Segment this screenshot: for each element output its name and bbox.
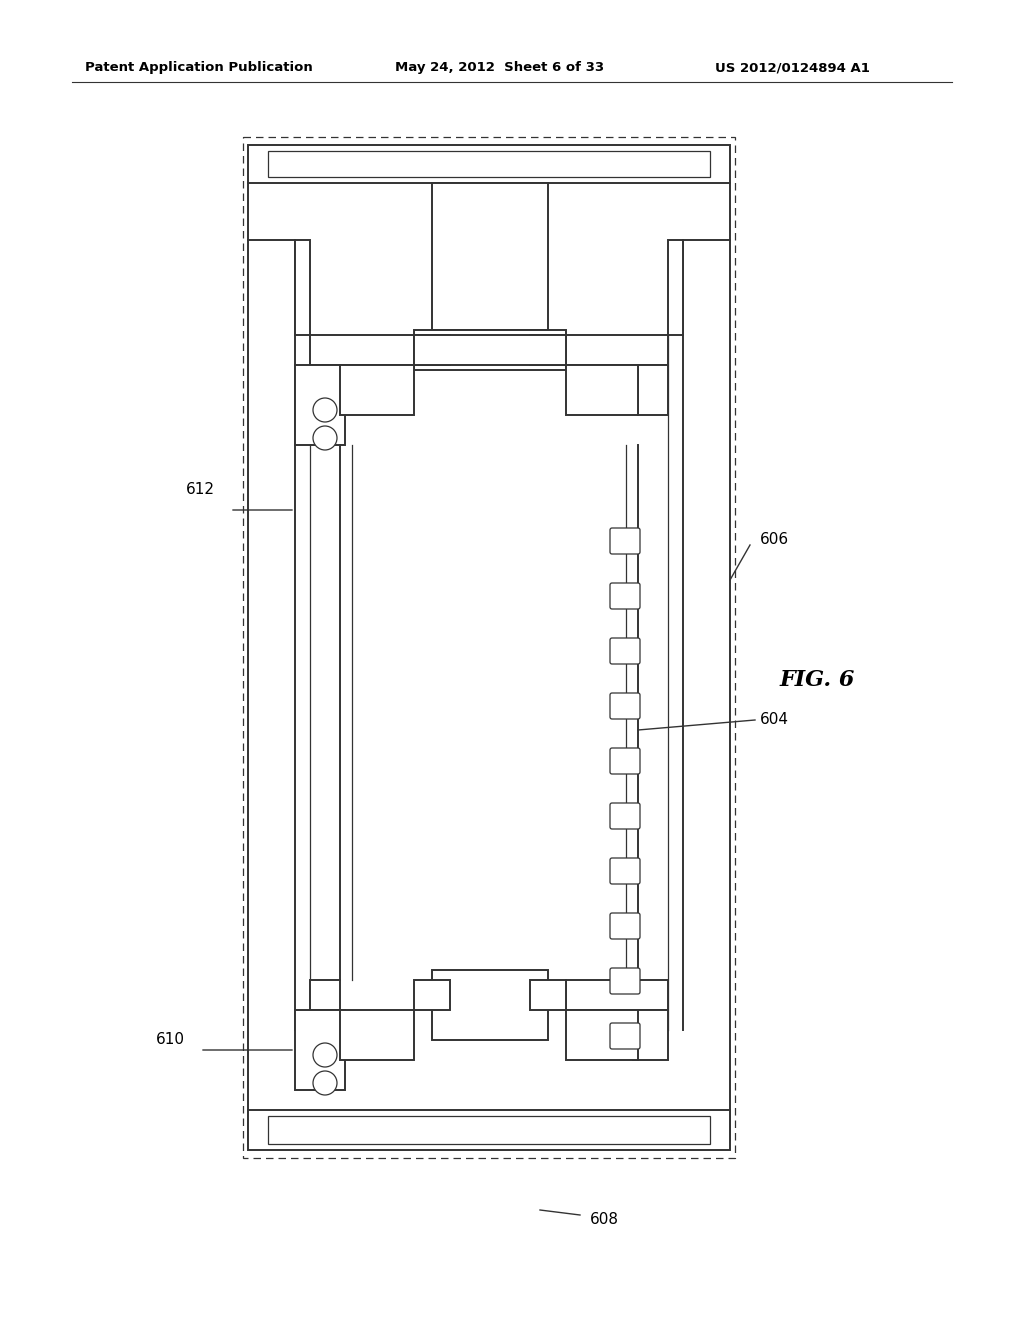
Bar (668, 240, 683, 335)
Bar (243, 137, 735, 1158)
Bar (566, 1010, 638, 1060)
Bar (530, 979, 566, 1010)
Bar (310, 366, 340, 414)
Bar (340, 366, 414, 414)
Bar (530, 335, 566, 366)
FancyBboxPatch shape (610, 583, 640, 609)
Text: 610: 610 (156, 1032, 185, 1048)
Text: 608: 608 (590, 1213, 618, 1228)
FancyBboxPatch shape (610, 968, 640, 994)
Bar (248, 1110, 730, 1150)
Bar (414, 335, 566, 366)
FancyBboxPatch shape (610, 528, 640, 554)
Text: FIG. 6: FIG. 6 (780, 669, 855, 690)
Bar (310, 335, 414, 366)
Bar (295, 366, 345, 445)
Bar (566, 335, 668, 366)
FancyBboxPatch shape (610, 693, 640, 719)
Bar (268, 150, 710, 177)
Bar (638, 366, 668, 414)
Bar (432, 970, 548, 1040)
Circle shape (313, 1071, 337, 1096)
Circle shape (313, 426, 337, 450)
FancyBboxPatch shape (610, 803, 640, 829)
Bar (268, 1115, 710, 1144)
Text: May 24, 2012  Sheet 6 of 33: May 24, 2012 Sheet 6 of 33 (395, 62, 604, 74)
Text: Patent Application Publication: Patent Application Publication (85, 62, 312, 74)
FancyBboxPatch shape (610, 638, 640, 664)
Text: 604: 604 (760, 713, 790, 727)
FancyBboxPatch shape (610, 913, 640, 939)
Text: US 2012/0124894 A1: US 2012/0124894 A1 (715, 62, 869, 74)
Text: 612: 612 (186, 483, 215, 498)
FancyBboxPatch shape (610, 748, 640, 774)
Bar (295, 240, 310, 335)
Bar (340, 1010, 414, 1060)
Bar (310, 979, 340, 1010)
Bar (432, 183, 548, 330)
Bar (566, 366, 638, 414)
Circle shape (313, 1043, 337, 1067)
Bar (295, 1010, 345, 1090)
Circle shape (313, 399, 337, 422)
Bar (310, 1010, 345, 1060)
Bar (566, 979, 668, 1010)
Bar (248, 145, 730, 183)
FancyBboxPatch shape (610, 1023, 640, 1049)
Text: 606: 606 (760, 532, 790, 548)
Bar (414, 335, 450, 366)
Bar (633, 1010, 668, 1060)
FancyBboxPatch shape (610, 858, 640, 884)
Bar (414, 979, 450, 1010)
Bar (414, 330, 566, 370)
